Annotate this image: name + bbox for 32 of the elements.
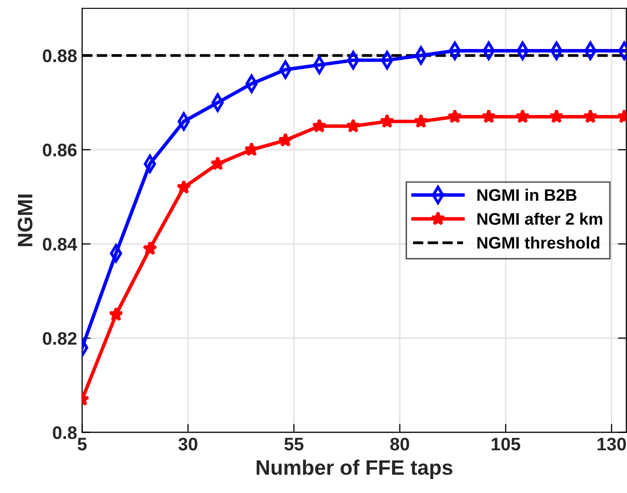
y-tick-label: 0.86 — [42, 144, 77, 156]
x-tick-label: 105 — [492, 438, 520, 450]
x-tick-label: 80 — [390, 438, 410, 450]
point — [142, 240, 158, 256]
y-tick-label: 0.88 — [42, 49, 77, 62]
point — [176, 180, 192, 194]
point — [210, 156, 225, 170]
point — [312, 118, 327, 133]
point — [108, 306, 124, 322]
x-tick-label: 5 — [78, 438, 87, 450]
x-tick-label: 55 — [284, 438, 304, 450]
point — [278, 132, 293, 147]
legend-label: NGMI threshold — [477, 236, 600, 249]
point — [245, 74, 258, 93]
x-axis-title: Number of FFE taps — [256, 460, 452, 480]
point — [414, 114, 428, 128]
point — [515, 109, 530, 124]
y-tick-label: 0.82 — [42, 332, 77, 345]
x-tick-label: 130 — [598, 438, 626, 451]
legend-label: NGMI in B2B — [477, 188, 576, 201]
y-tick-label: 0.8 — [52, 426, 77, 440]
y-tick-label: 0.84 — [42, 238, 78, 251]
legend-label: NGMI after 2 km — [477, 212, 602, 225]
point — [244, 142, 259, 156]
y-axis-title: NGMI — [18, 194, 32, 246]
point — [549, 109, 564, 124]
x-tick-label: 30 — [178, 438, 198, 451]
point — [346, 118, 361, 133]
point — [448, 109, 462, 124]
point — [481, 109, 496, 124]
point — [583, 109, 598, 124]
point — [380, 114, 394, 128]
